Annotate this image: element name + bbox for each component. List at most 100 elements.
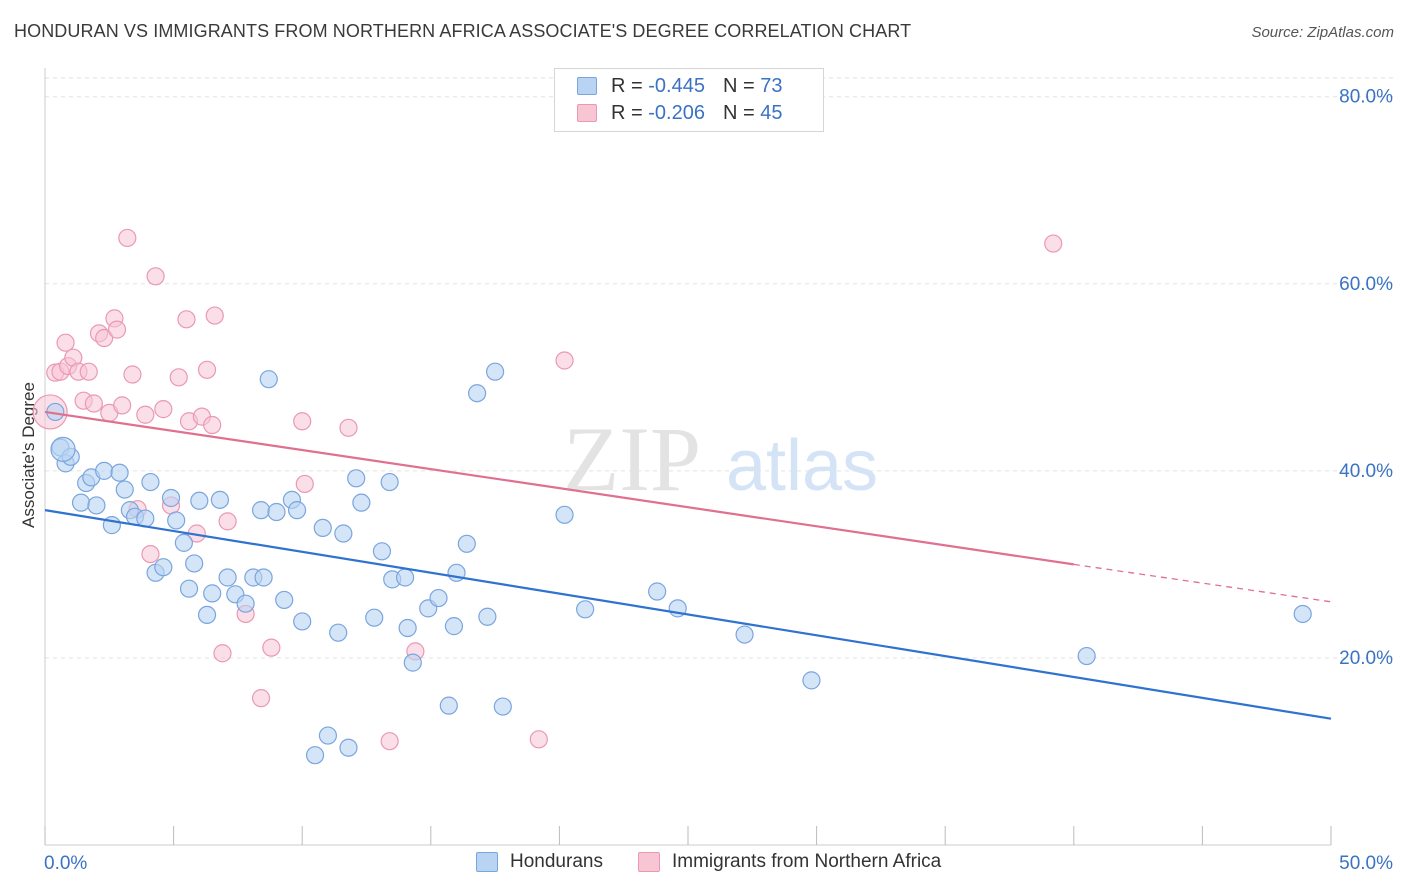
data-point-immigrants: [113, 396, 132, 415]
legend-swatch-pink: [638, 852, 660, 872]
x-tick-labels: 0.0% 50.0%: [44, 853, 1393, 874]
data-point-immigrants: [123, 365, 142, 384]
data-point-hondurans: [71, 493, 91, 512]
data-point-immigrants: [529, 730, 548, 749]
data-point-hondurans: [313, 518, 332, 538]
data-point-hondurans: [259, 370, 278, 389]
data-point-hondurans: [203, 584, 222, 603]
data-point-hondurans: [185, 554, 204, 573]
data-point-hondurans: [251, 501, 271, 520]
data-point-immigrants: [56, 333, 75, 352]
data-point-hondurans: [467, 384, 487, 403]
data-point-immigrants: [79, 362, 98, 381]
watermark: ZIP atlas: [563, 408, 878, 510]
data-point-hondurans: [1077, 646, 1096, 666]
axes: [44, 68, 1332, 846]
data-point-immigrants: [213, 644, 232, 663]
y-tick-label: 20.0%: [1339, 648, 1393, 669]
data-point-hondurans: [555, 505, 574, 524]
data-point-hondurans: [352, 493, 371, 512]
data-point-immigrants: [118, 228, 137, 248]
data-point-hondurans: [141, 472, 160, 492]
legend-r-label: R =: [611, 74, 643, 97]
chart-title: HONDURAN VS IMMIGRANTS FROM NORTHERN AFR…: [14, 21, 912, 41]
data-point-hondurans: [161, 488, 181, 508]
data-point-hondurans: [735, 625, 754, 644]
data-point-hondurans: [457, 534, 476, 553]
trend-lines: [44, 410, 1332, 720]
data-point-hondurans: [275, 590, 294, 610]
data-point-hondurans: [50, 436, 76, 462]
data-point-hondurans: [395, 568, 415, 587]
data-point-hondurans: [486, 362, 505, 381]
data-point-hondurans: [190, 491, 209, 510]
data-point-immigrants: [203, 415, 222, 435]
data-point-immigrants: [555, 351, 574, 370]
data-point-immigrants: [136, 405, 155, 424]
data-point-hondurans: [339, 738, 358, 757]
data-point-hondurans: [305, 746, 325, 765]
data-point-immigrants: [154, 400, 173, 419]
legend-r-value: -0.206: [648, 101, 705, 124]
data-point-hondurans: [398, 618, 417, 638]
data-point-hondurans: [1293, 604, 1312, 624]
data-point-hondurans: [329, 623, 348, 642]
data-point-immigrants: [177, 310, 196, 329]
data-point-immigrants: [380, 732, 399, 751]
data-point-immigrants: [197, 360, 217, 379]
data-point-hondurans: [218, 568, 237, 587]
trend-line-immigrants-extension: [1073, 563, 1332, 603]
legend-r-value: -0.445: [648, 74, 705, 97]
y-tick-label: 40.0%: [1339, 461, 1393, 482]
data-point-hondurans: [365, 608, 384, 627]
legend-swatch-blue: [476, 852, 498, 872]
data-point-immigrants: [251, 689, 271, 708]
y-tick-label: 80.0%: [1339, 87, 1393, 108]
legend-item-hondurans[interactable]: Hondurans: [476, 851, 603, 873]
trend-line-hondurans: [44, 509, 1332, 720]
data-point-hondurans: [372, 542, 392, 561]
data-point-hondurans: [95, 461, 114, 480]
data-point-hondurans: [174, 533, 193, 552]
legend-n-label: N =: [722, 101, 755, 124]
data-point-hondurans: [210, 490, 229, 509]
y-tick-labels: 20.0% 40.0% 60.0% 80.0%: [1339, 87, 1393, 669]
data-point-hondurans: [347, 469, 366, 488]
data-point-immigrants: [84, 394, 103, 413]
data-point-hondurans: [802, 671, 821, 690]
legend-n-value: 73: [760, 74, 783, 97]
legend-r-label: R =: [611, 101, 643, 124]
data-point-immigrants: [1044, 234, 1063, 253]
data-point-hondurans: [267, 502, 286, 522]
series-hondurans-points: [46, 362, 1312, 765]
data-point-hondurans: [429, 588, 448, 608]
data-point-hondurans: [439, 696, 458, 715]
data-point-hondurans: [287, 501, 307, 520]
data-point-immigrants: [95, 328, 114, 348]
data-point-hondurans: [254, 568, 273, 587]
x-tick-label-min: 0.0%: [44, 853, 87, 874]
data-point-immigrants: [146, 267, 165, 286]
legend-item-immigrants[interactable]: Immigrants from Northern Africa: [638, 851, 941, 873]
data-point-hondurans: [154, 558, 173, 577]
data-point-hondurans: [403, 653, 422, 672]
data-point-hondurans: [648, 582, 667, 601]
y-tick-label: 60.0%: [1339, 274, 1393, 295]
legend-n-value: 45: [760, 101, 783, 124]
data-point-hondurans: [293, 612, 312, 631]
watermark-zip: ZIP: [563, 408, 701, 510]
data-point-hondurans: [493, 697, 512, 716]
data-point-hondurans: [87, 496, 106, 515]
data-point-hondurans: [380, 472, 399, 492]
source-credit: Source: ZipAtlas.com: [1251, 24, 1394, 41]
data-point-hondurans: [478, 607, 497, 626]
data-point-hondurans: [576, 600, 595, 619]
legend-row-hondurans: R = -0.445 N = 73: [577, 73, 782, 99]
data-point-hondurans: [179, 579, 199, 598]
data-point-immigrants: [293, 412, 312, 431]
data-point-hondurans: [167, 511, 186, 530]
data-point-hondurans: [197, 605, 217, 625]
data-point-hondurans: [334, 524, 353, 543]
legend-label-hondurans: Hondurans: [510, 851, 603, 872]
y-axis-label: Associate's Degree: [19, 382, 38, 528]
